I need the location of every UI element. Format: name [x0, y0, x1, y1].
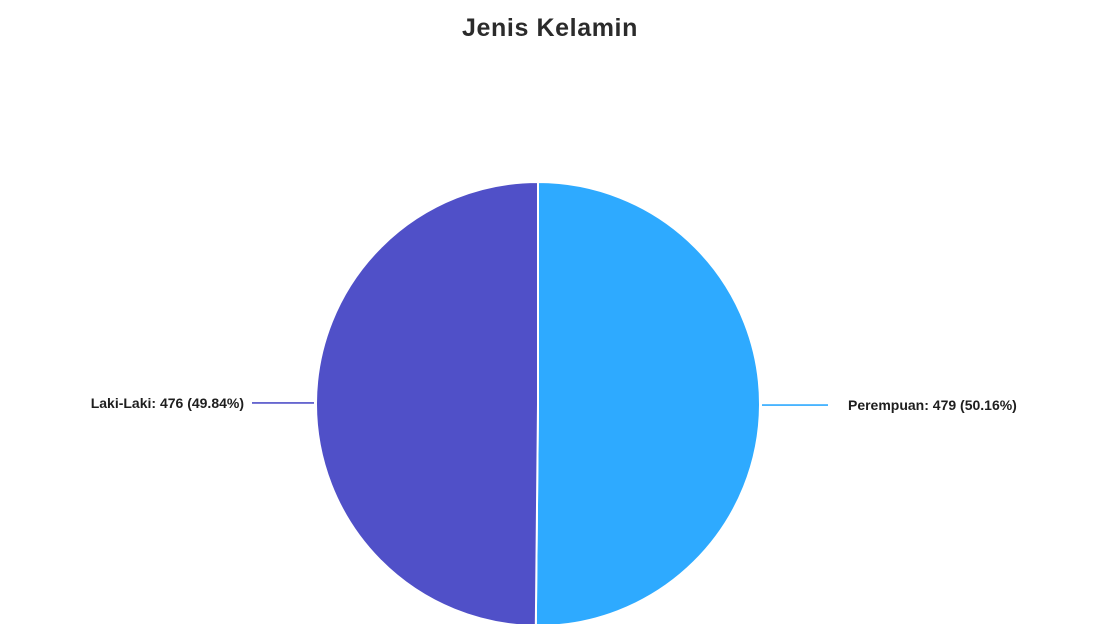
pie-labels: Perempuan: 479 (50.16%) Laki-Laki: 476 (4…: [91, 395, 1017, 413]
slice-label-perempuan: Perempuan: 479 (50.16%): [848, 397, 1017, 413]
slice-label-laki-laki: Laki-Laki: 476 (49.84%): [91, 395, 244, 411]
pie-slices: [315, 180, 761, 624]
pie-leader-lines: [252, 402, 828, 406]
pie-slice-laki-laki[interactable]: [315, 180, 539, 624]
pie-slice-perempuan[interactable]: [534, 180, 761, 624]
chart-title: Jenis Kelamin: [462, 14, 638, 42]
